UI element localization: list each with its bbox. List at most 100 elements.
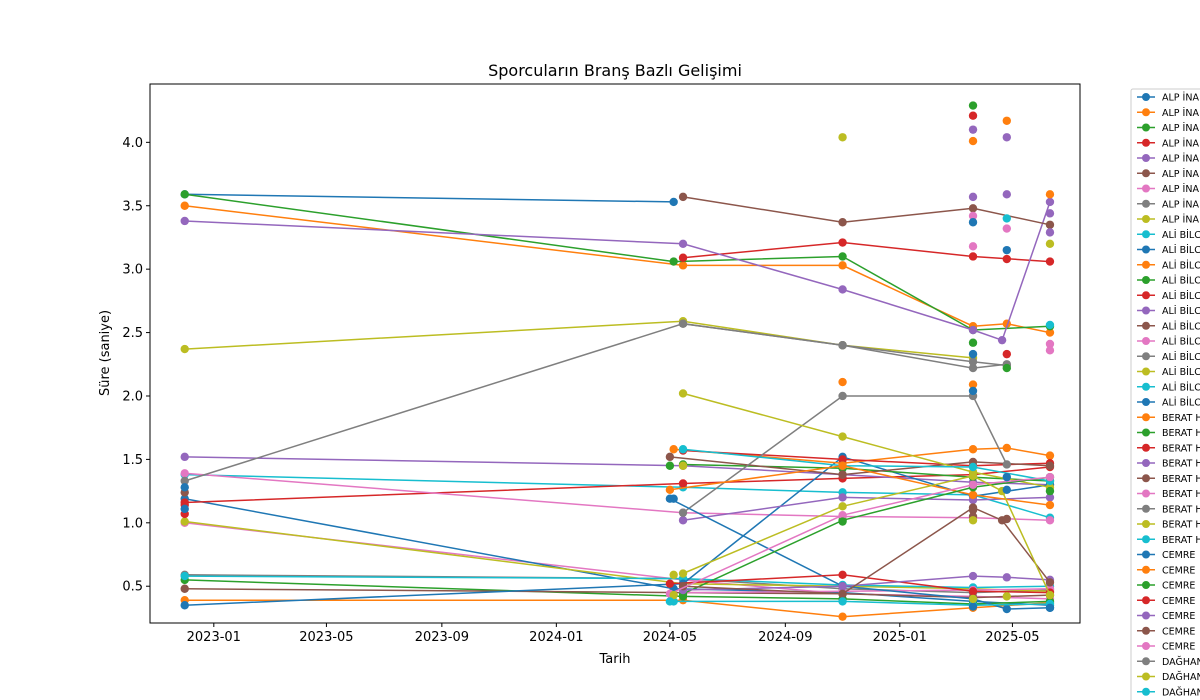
legend-marker [1142,108,1150,117]
legend-marker [1142,550,1150,559]
legend-marker [1142,520,1150,528]
data-point [968,242,978,251]
legend-frame [1130,88,1200,700]
data-point [1045,472,1055,482]
series-4 [678,238,1055,266]
data-point [1002,460,1012,469]
data-point [1002,214,1012,223]
y-tick-label: 1.0 [122,516,143,531]
data-point [838,238,847,247]
series-line [682,241,1051,263]
series-25 [678,493,1055,525]
legend-label: DAĞHAN [1162,656,1200,668]
data-point [838,261,847,270]
data-point [678,261,688,270]
data-point [838,470,847,479]
series-6 [678,192,1055,229]
legend-label: CEMRE [1162,550,1195,561]
legend-label: ALİ BİLC [1162,306,1200,317]
legend-label: BERAT H [1162,520,1200,531]
legend-marker [1142,138,1150,147]
data-point [665,461,675,470]
data-point [1045,209,1055,218]
data-point [678,239,688,248]
legend-label: ALP İNA [1162,123,1199,134]
data-point [838,461,847,470]
legend-label: BERAT H [1162,474,1200,485]
data-point [1002,443,1012,453]
data-point [1045,516,1055,525]
legend-marker [1142,626,1150,635]
data-point [968,594,978,604]
legend-label: ALİ BİLC [1162,382,1200,393]
legend-marker [1142,382,1150,391]
data-point [1045,328,1055,337]
data-point [678,461,688,470]
series-line [682,448,1051,482]
y-tick-label: 3.5 [122,199,143,214]
data-point [1045,346,1055,355]
data-point [665,597,675,606]
data-point [1002,573,1012,582]
series-line [682,392,1051,489]
data-point [1045,197,1055,207]
data-point [678,389,688,398]
data-point [665,579,675,588]
legend-marker [1142,123,1150,132]
data-point [968,357,978,366]
legend-label: BERAT H [1162,428,1200,439]
legend-label: ALİ BİLC [1162,276,1200,287]
legend-label: BERAT H [1162,489,1200,500]
data-point [968,445,978,454]
series-line [184,201,1051,342]
data-point [669,590,678,600]
data-point [838,502,847,511]
data-point [968,363,978,373]
legend-label: CEMRE [1162,626,1195,637]
data-point [838,285,847,294]
data-point [968,192,978,202]
legend-label: ALP İNA [1162,184,1199,195]
data-point [678,508,688,517]
series-line [184,320,974,359]
legend-marker [1142,504,1150,513]
data-point [678,319,688,328]
series-line [184,193,674,203]
series-line [669,456,1051,476]
legend-marker [1142,596,1150,605]
data-point [838,517,847,526]
data-point [838,493,847,502]
data-point [180,344,189,354]
x-tick-label: 2025-01 [873,630,927,645]
series-line [669,464,1051,506]
x-axis-label: Tarih [599,652,631,667]
series-39 [678,471,1055,600]
y-axis: 0.5 1.0 1.5 2.0 2.5 3.0 3.5 4.0 [122,136,150,595]
data-point [968,111,978,120]
x-tick-label: 2024-05 [643,630,697,645]
data-point [180,190,189,199]
data-point [180,571,189,581]
series-line [673,600,1051,606]
data-point [669,445,678,454]
series-5 [180,197,1055,345]
data-point [968,480,978,489]
chart-title: Sporcuların Branş Bazlı Gelişimi [488,61,742,80]
legend-marker [1142,169,1150,178]
y-tick-label: 0.5 [122,580,143,595]
data-point [838,133,847,142]
series-line [682,322,1007,369]
legend-marker [1142,291,1150,300]
data-point [669,570,678,580]
series-22 [669,443,1055,468]
legend-label: ALİ BİLC [1162,398,1200,409]
data-point [1002,190,1012,199]
data-point [1002,254,1012,264]
data-point [968,490,978,500]
data-point [1002,363,1012,373]
data-point [180,584,189,593]
data-point [968,338,978,347]
series-line [682,588,1051,594]
data-point [838,218,847,227]
legend-marker [1142,93,1150,101]
